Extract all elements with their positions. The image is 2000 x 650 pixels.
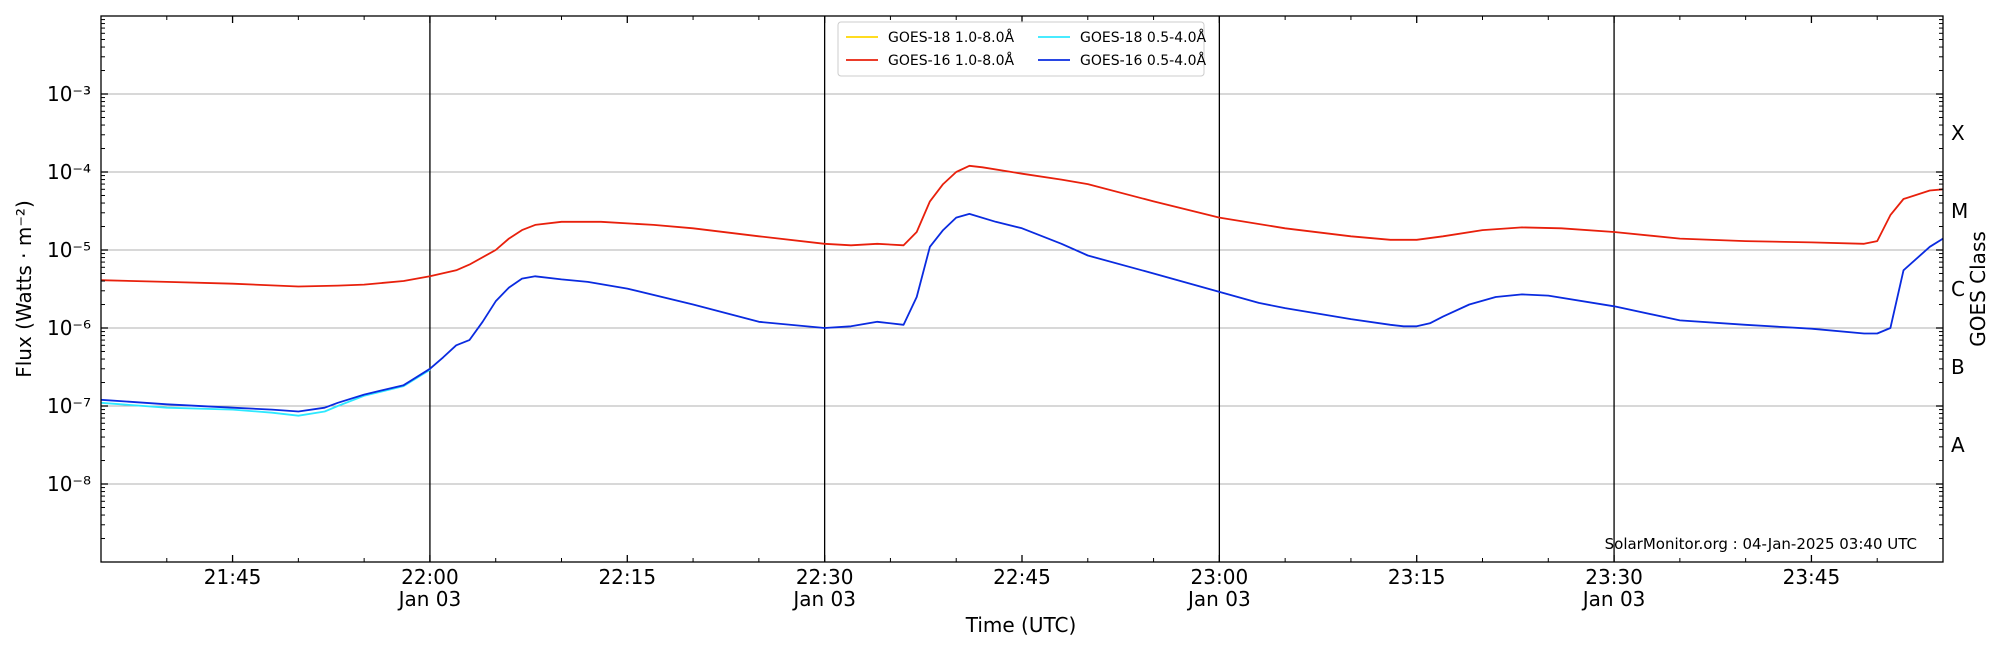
series-line — [100, 369, 431, 417]
y-tick-label: 10⁻⁴ — [47, 160, 91, 184]
series-line — [100, 164, 1944, 288]
series-layer — [100, 164, 1944, 417]
x-tick-date-label: Jan 03 — [791, 587, 856, 611]
x-tick-label: 23:30 — [1585, 565, 1643, 589]
x-tick-label: 22:45 — [993, 565, 1051, 589]
x-tick-label: 23:15 — [1388, 565, 1446, 589]
goes-class-axis-label: GOES Class — [1966, 231, 1990, 347]
day-boundary-lines — [429, 16, 1615, 562]
x-tick-label: 22:00 — [401, 565, 459, 589]
x-tick-label: 23:00 — [1191, 565, 1249, 589]
x-tick-label: 22:30 — [796, 565, 854, 589]
legend: GOES-18 1.0-8.0Å GOES-16 1.0-8.0Å GOES-18 … — [837, 21, 1206, 77]
y-tick-label: 10⁻⁶ — [47, 316, 91, 340]
x-tick-label: 21:45 — [204, 565, 262, 589]
legend-entry: GOES-16 0.5-4.0Å — [1080, 52, 1206, 69]
y-tick-label: 10⁻⁵ — [47, 238, 91, 262]
credit-annotation: SolarMonitor.org : 04-Jan-2025 03:40 UTC — [1605, 535, 1917, 553]
x-axis-label: Time (UTC) — [965, 613, 1077, 637]
x-tick-date-label: Jan 03 — [1581, 587, 1646, 611]
x-tick-label: 23:45 — [1783, 565, 1841, 589]
goes-class-label: A — [1951, 433, 1965, 457]
goes-class-axis: A B C M X — [1951, 121, 1968, 457]
legend-entry: GOES-16 1.0-8.0Å — [888, 52, 1014, 69]
legend-entry: GOES-18 0.5-4.0Å — [1080, 29, 1206, 46]
x-tick-date-label: Jan 03 — [1186, 587, 1251, 611]
legend-entry: GOES-18 1.0-8.0Å — [888, 29, 1014, 46]
y-tick-label: 10⁻⁸ — [47, 472, 91, 496]
series-line — [100, 212, 1944, 413]
y-tick-label: 10⁻⁷ — [47, 394, 91, 418]
goes-class-label: M — [1951, 199, 1968, 223]
y-axis-label: Flux (Watts · m⁻²) — [12, 200, 36, 378]
y-axis: 10⁻⁸ 10⁻⁷ 10⁻⁶ 10⁻⁵ 10⁻⁴ 10⁻³ — [47, 19, 1943, 540]
legend-box — [837, 21, 1205, 77]
goes-class-label: B — [1951, 355, 1965, 379]
y-tick-label: 10⁻³ — [47, 82, 91, 106]
goes-class-label: C — [1951, 277, 1965, 301]
goes-class-label: X — [1951, 121, 1965, 145]
gridlines — [101, 93, 1943, 485]
x-tick-label: 22:15 — [598, 565, 656, 589]
x-tick-date-label: Jan 03 — [397, 587, 462, 611]
